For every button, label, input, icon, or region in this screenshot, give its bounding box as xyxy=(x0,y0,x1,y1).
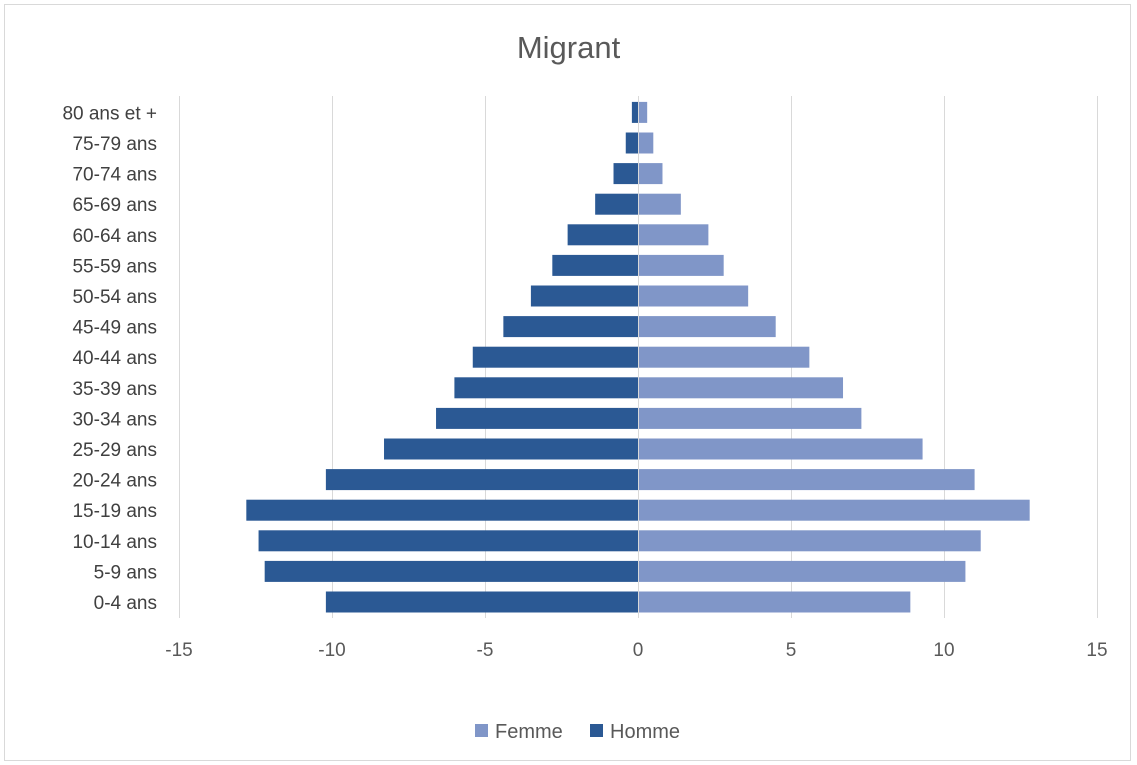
bar-femme xyxy=(638,224,709,246)
category-label: 40-44 ans xyxy=(72,348,157,369)
x-tick-label: 0 xyxy=(633,640,644,661)
bar-homme xyxy=(325,469,638,491)
bar-femme xyxy=(638,285,749,307)
bar-homme xyxy=(625,132,638,154)
bar-homme xyxy=(472,346,638,368)
category-label: 45-49 ans xyxy=(72,318,157,339)
bar-femme xyxy=(638,591,911,613)
category-label: 20-24 ans xyxy=(72,471,157,492)
bar-femme xyxy=(638,254,724,276)
bar-femme xyxy=(638,499,1030,521)
x-tick-label: 15 xyxy=(1086,640,1107,661)
x-tick-label: -5 xyxy=(477,640,494,661)
category-label: 60-64 ans xyxy=(72,226,157,247)
bar-homme xyxy=(325,591,638,613)
x-tick-label: -15 xyxy=(165,640,192,661)
bar-homme xyxy=(436,407,638,429)
bar-homme xyxy=(595,193,638,215)
bar-femme xyxy=(638,469,975,491)
bar-homme xyxy=(264,560,638,582)
category-label: 15-19 ans xyxy=(72,501,157,522)
x-tick-labels: -15 -10 -5 0 5 10 15 xyxy=(165,640,1107,661)
legend-swatch-homme xyxy=(590,724,603,737)
legend-label-femme: Femme xyxy=(495,721,563,743)
category-label: 5-9 ans xyxy=(94,562,157,583)
category-label: 55-59 ans xyxy=(72,256,157,277)
bar-homme xyxy=(567,224,638,246)
category-label: 35-39 ans xyxy=(72,379,157,400)
category-label: 75-79 ans xyxy=(72,134,157,155)
x-tick-label: 10 xyxy=(933,640,954,661)
bar-homme xyxy=(246,499,638,521)
bars xyxy=(246,96,1030,618)
chart-title: Migrant xyxy=(516,30,621,65)
legend-label-homme: Homme xyxy=(610,721,680,743)
x-tick-label: 5 xyxy=(786,640,797,661)
bar-femme xyxy=(638,407,862,429)
category-label: 30-34 ans xyxy=(72,409,157,430)
x-tick-label: -10 xyxy=(318,640,345,661)
bar-homme xyxy=(613,163,638,185)
bar-homme xyxy=(258,530,638,552)
bar-femme xyxy=(638,560,966,582)
category-label: 10-14 ans xyxy=(72,532,157,553)
bar-femme xyxy=(638,101,648,123)
bar-homme xyxy=(503,316,638,338)
legend-swatch-femme xyxy=(475,724,488,737)
bar-homme xyxy=(454,377,638,399)
bar-femme xyxy=(638,377,844,399)
bar-homme xyxy=(384,438,638,460)
bar-femme xyxy=(638,132,654,154)
bar-femme xyxy=(638,163,663,185)
bar-femme xyxy=(638,530,981,552)
category-label: 80 ans et + xyxy=(62,103,157,124)
bar-homme xyxy=(530,285,638,307)
bar-homme xyxy=(552,254,638,276)
category-label: 25-29 ans xyxy=(72,440,157,461)
bar-femme xyxy=(638,346,810,368)
bar-homme xyxy=(631,101,638,123)
category-label: 70-74 ans xyxy=(72,165,157,186)
bar-femme xyxy=(638,438,923,460)
bar-femme xyxy=(638,316,776,338)
legend: Femme Homme xyxy=(475,721,680,743)
category-label: 0-4 ans xyxy=(94,593,157,614)
bar-femme xyxy=(638,193,681,215)
category-label: 65-69 ans xyxy=(72,195,157,216)
category-label: 50-54 ans xyxy=(72,287,157,308)
category-labels: 0-4 ans 5-9 ans 10-14 ans 15-19 ans 20-24 an… xyxy=(62,103,157,614)
